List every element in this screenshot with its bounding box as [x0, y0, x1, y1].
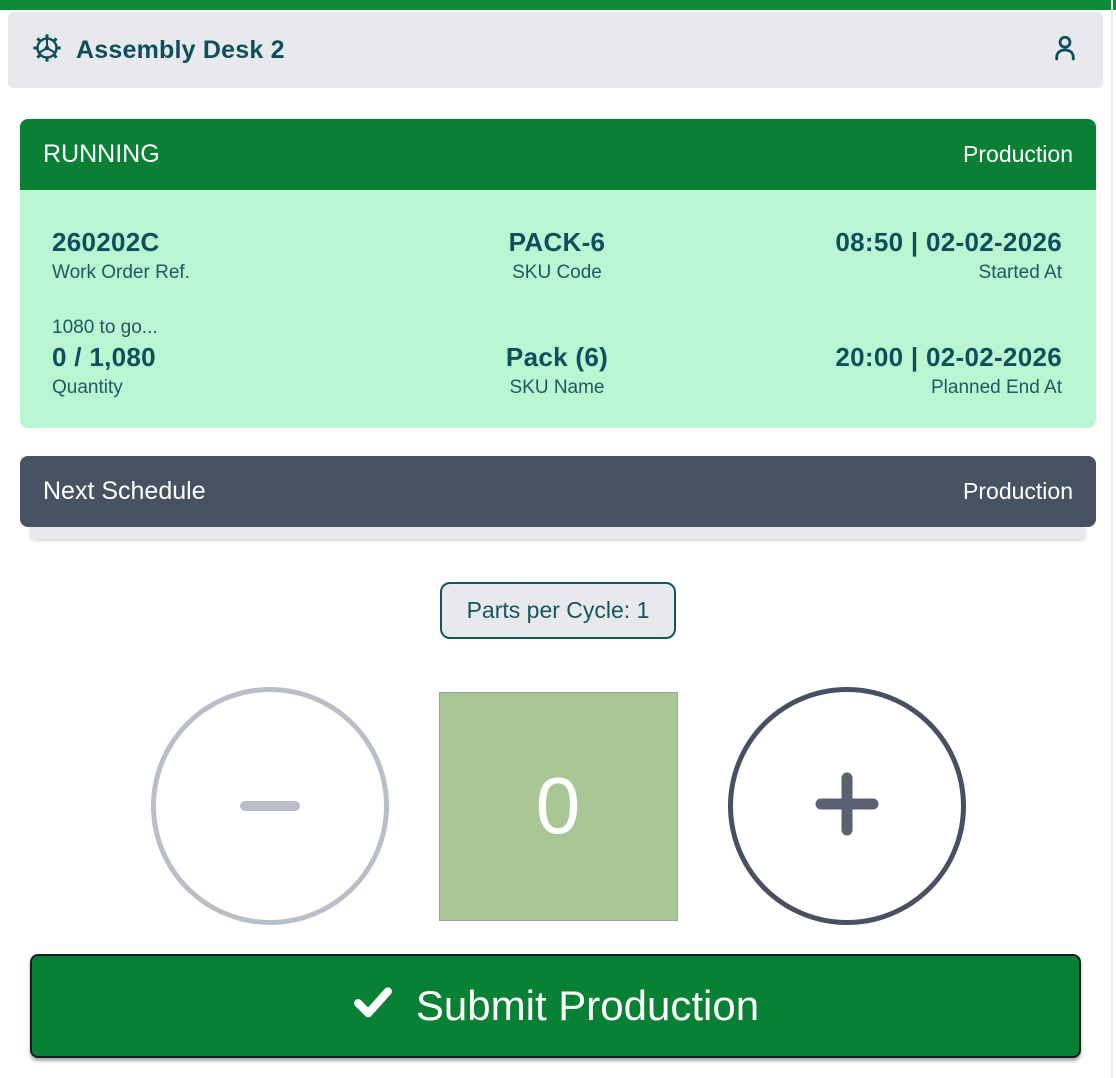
work-order-value: 260202C: [52, 227, 160, 257]
running-card-body: 260202C Work Order Ref. PACK-6 SKU Code …: [20, 190, 1096, 428]
planned-end-value: 20:00 | 02-02-2026: [835, 342, 1062, 372]
status-label: RUNNING: [43, 140, 160, 168]
parts-per-cycle-badge: Parts per Cycle: 1: [439, 582, 677, 639]
running-card-row-1: 260202C Work Order Ref. PACK-6 SKU Code …: [52, 227, 1062, 284]
quantity-display-value: 0: [535, 761, 581, 850]
sku-code-value: PACK-6: [508, 227, 606, 257]
page-title: Assembly Desk 2: [76, 35, 285, 64]
quantity-value: 0 / 1,080: [52, 342, 156, 372]
sku-name-cell: Pack (6) SKU Name: [389, 342, 726, 399]
quantity-display: 0: [438, 691, 678, 921]
scrollbar-track[interactable]: [1111, 0, 1113, 1078]
submit-production-button[interactable]: Submit Production: [30, 954, 1081, 1058]
quantity-stepper: 0: [0, 687, 1116, 925]
gear-icon: [32, 33, 62, 68]
sku-code-cell: PACK-6 SKU Code: [389, 227, 726, 284]
user-icon[interactable]: [1051, 33, 1079, 68]
parts-per-cycle-label: Parts per Cycle: 1: [466, 597, 650, 623]
running-card: RUNNING Production 260202C Work Order Re…: [20, 119, 1096, 428]
check-icon: [352, 980, 394, 1032]
running-category-label: Production: [963, 141, 1073, 167]
minus-icon: [239, 801, 300, 811]
planned-end-label: Planned End At: [930, 377, 1062, 398]
app-header: Assembly Desk 2: [8, 12, 1103, 88]
submit-button-label: Submit Production: [415, 982, 760, 1029]
started-at-label: Started At: [978, 262, 1062, 283]
decrement-button[interactable]: [150, 687, 389, 925]
quantity-cell: 1080 to go... 0 / 1,080 Quantity: [52, 317, 389, 399]
quantity-remaining-note: 1080 to go...: [52, 317, 158, 338]
work-order-label: Work Order Ref.: [52, 262, 190, 283]
running-card-row-2: 1080 to go... 0 / 1,080 Quantity Pack (6…: [52, 317, 1062, 399]
started-at-value: 08:50 | 02-02-2026: [835, 227, 1062, 257]
top-accent-strip: [0, 0, 1116, 10]
increment-button[interactable]: [727, 687, 966, 925]
sku-name-label: SKU Name: [509, 377, 605, 398]
sku-code-label: SKU Code: [512, 262, 602, 283]
planned-end-cell: 20:00 | 02-02-2026 Planned End At: [725, 342, 1062, 399]
next-schedule-card: Next Schedule Production: [20, 456, 1096, 539]
next-schedule-category-label: Production: [963, 478, 1073, 504]
next-schedule-banner: Next Schedule Production: [20, 456, 1096, 527]
started-at-cell: 08:50 | 02-02-2026 Started At: [725, 227, 1062, 284]
running-banner: RUNNING Production: [20, 119, 1096, 190]
quantity-label: Quantity: [52, 377, 123, 398]
sku-name-value: Pack (6): [505, 342, 609, 372]
next-schedule-collapsed-panel[interactable]: [30, 527, 1086, 539]
next-schedule-title: Next Schedule: [43, 477, 206, 505]
plus-icon: [814, 771, 880, 842]
work-order-cell: 260202C Work Order Ref.: [52, 227, 389, 284]
